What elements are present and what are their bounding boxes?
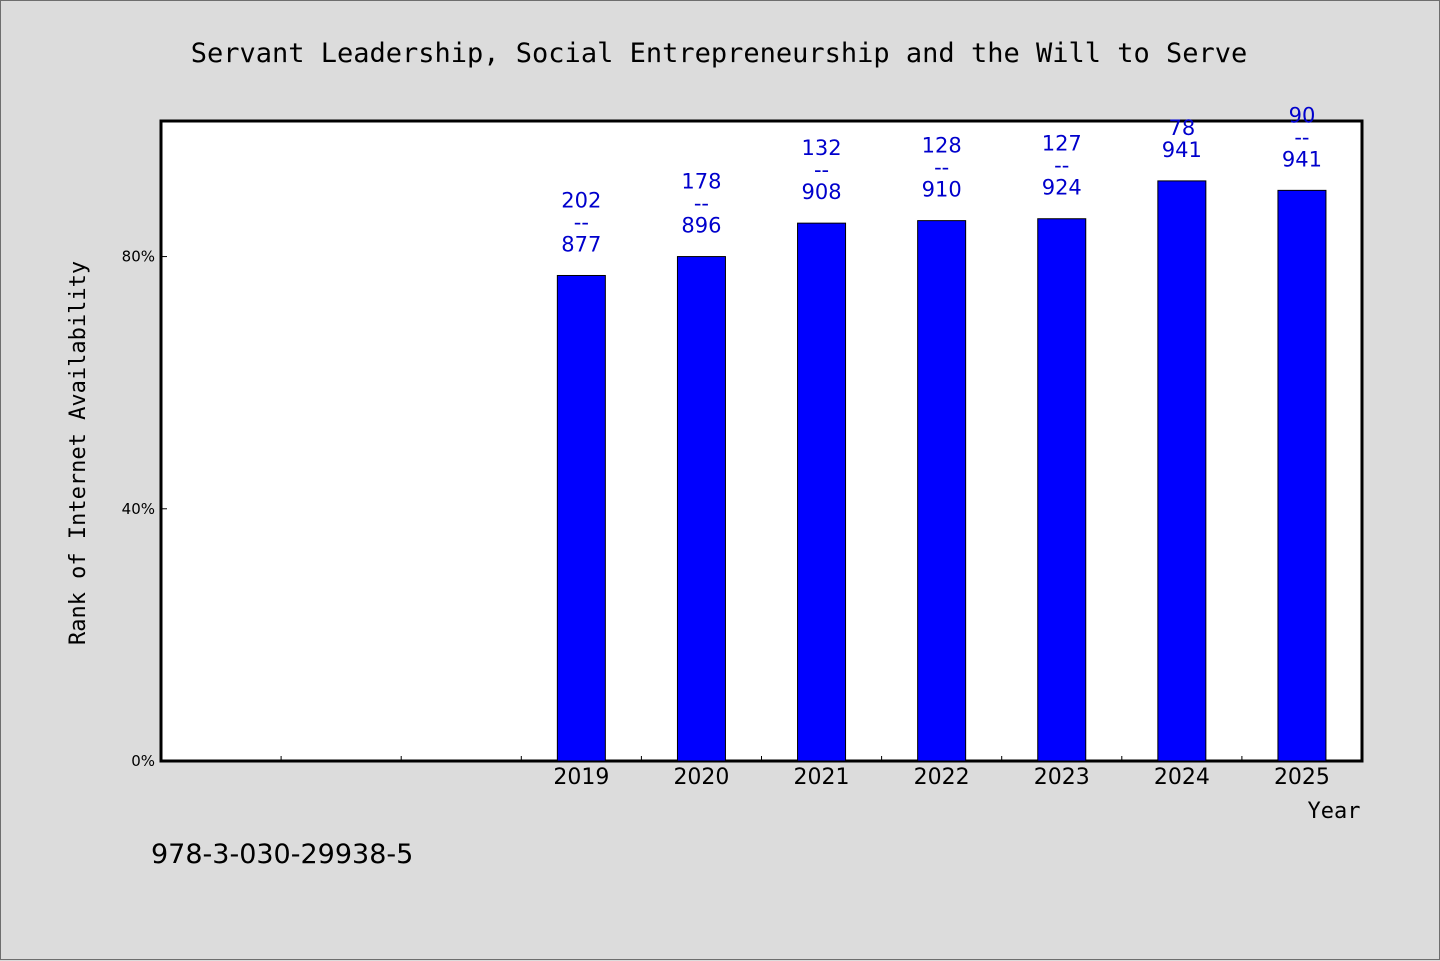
y-axis: 0% 40% 80%	[122, 248, 167, 770]
x-tick-label-2025: 2025	[1274, 765, 1330, 790]
data-label-2025: --	[1294, 125, 1309, 149]
x-tick-label-2020: 2020	[673, 765, 729, 790]
y-tick-label: 40%	[122, 500, 155, 518]
x-tick-label-2022: 2022	[914, 765, 970, 790]
data-label-2022: 128	[922, 134, 962, 158]
x-tick-label-2024: 2024	[1154, 765, 1210, 790]
x-tick-label-2023: 2023	[1034, 765, 1090, 790]
x-axis: 2019 2020 2021 2022 2023 2024 2025	[280, 756, 1330, 790]
data-label-2021: 132	[802, 136, 842, 160]
data-label-2023: 127	[1042, 132, 1082, 156]
data-label-2020: 896	[681, 214, 721, 238]
bar-2020	[676, 256, 726, 762]
data-label-2022: --	[934, 156, 949, 180]
data-label-2020: 178	[681, 170, 721, 194]
x-axis-label: Year	[1308, 799, 1361, 824]
data-label-2019: 202	[561, 188, 601, 212]
data-label-2024: 941	[1162, 138, 1202, 162]
bar-2025	[1277, 189, 1327, 762]
y-tick-label: 0%	[131, 752, 155, 770]
data-label-2024: 78	[1168, 116, 1195, 140]
x-tick-label-2021: 2021	[794, 765, 850, 790]
x-tick-label-2019: 2019	[553, 765, 609, 790]
bars-group	[556, 180, 1327, 762]
data-label-2025: 90	[1289, 103, 1316, 127]
data-label-2023: 924	[1042, 176, 1082, 200]
data-label-2019: --	[574, 210, 589, 234]
bar-2023	[1037, 218, 1087, 762]
data-label-2025: 941	[1282, 147, 1322, 171]
bar-2019	[556, 274, 606, 762]
isbn-text: 978-3-030-29938-5	[151, 839, 413, 870]
bar-2024	[1157, 180, 1207, 762]
data-label-2019: 877	[561, 232, 601, 256]
bar-2021	[797, 222, 847, 762]
data-label-2020: --	[694, 192, 709, 216]
y-tick-label: 80%	[122, 248, 155, 266]
data-label-2021: --	[814, 158, 829, 182]
data-labels-group: 202--877178--896132--908128--910127--924…	[561, 103, 1322, 256]
data-label-2022: 910	[922, 178, 962, 202]
chart-title: Servant Leadership, Social Entrepreneurs…	[191, 38, 1248, 69]
data-label-2023: --	[1054, 154, 1069, 178]
bar-2022	[917, 220, 967, 762]
data-label-2021: 908	[802, 180, 842, 204]
y-axis-label: Rank of Internet Availability	[66, 261, 91, 645]
